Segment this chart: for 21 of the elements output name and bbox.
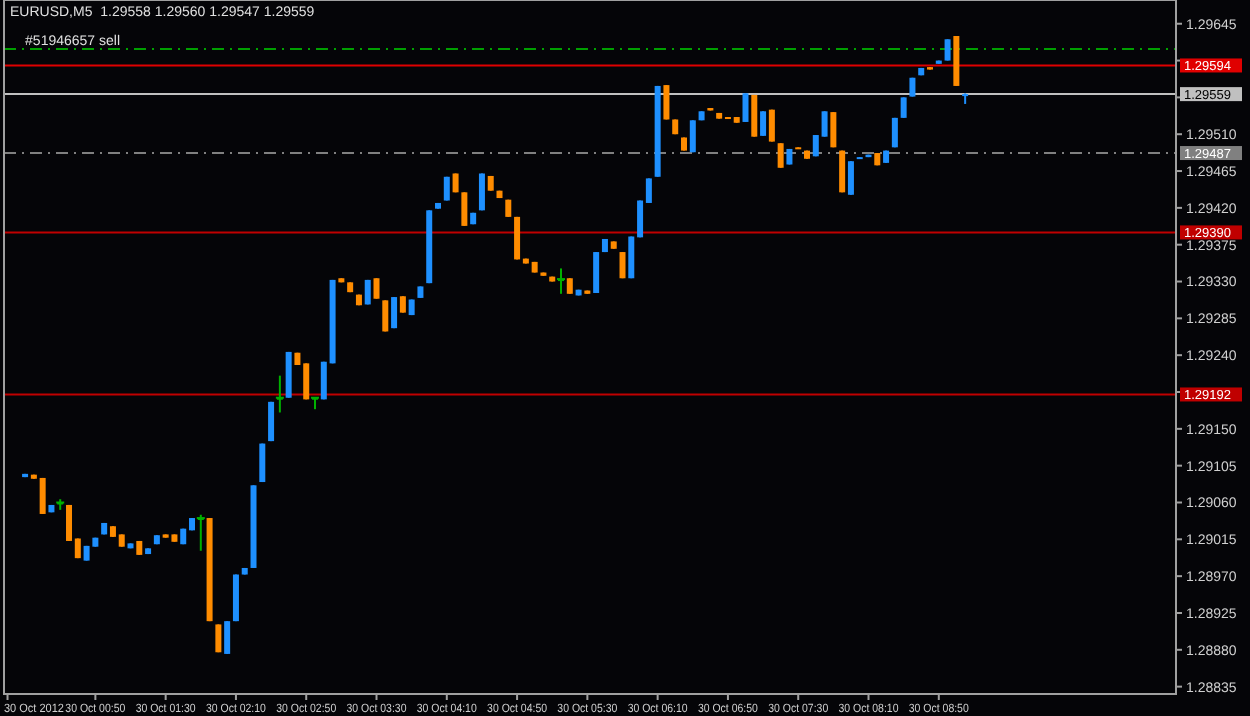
candlestick xyxy=(900,96,907,119)
candlestick xyxy=(944,38,951,62)
candlestick xyxy=(751,93,758,138)
candlestick xyxy=(619,251,626,280)
candlestick xyxy=(224,620,231,655)
candlestick xyxy=(391,296,398,330)
candlestick xyxy=(461,191,468,227)
candlestick xyxy=(768,108,775,143)
candlestick xyxy=(777,142,784,169)
candlestick xyxy=(373,277,380,300)
candlestick xyxy=(382,299,389,333)
candlestick xyxy=(663,84,670,121)
candlestick xyxy=(742,92,749,123)
candlestick xyxy=(39,476,46,515)
candlestick xyxy=(689,119,696,154)
candlestick xyxy=(760,110,767,137)
candlestick xyxy=(285,350,292,399)
candlestick xyxy=(847,160,854,196)
candlestick xyxy=(215,623,222,654)
candlestick xyxy=(593,251,600,294)
candlestick xyxy=(830,111,837,149)
